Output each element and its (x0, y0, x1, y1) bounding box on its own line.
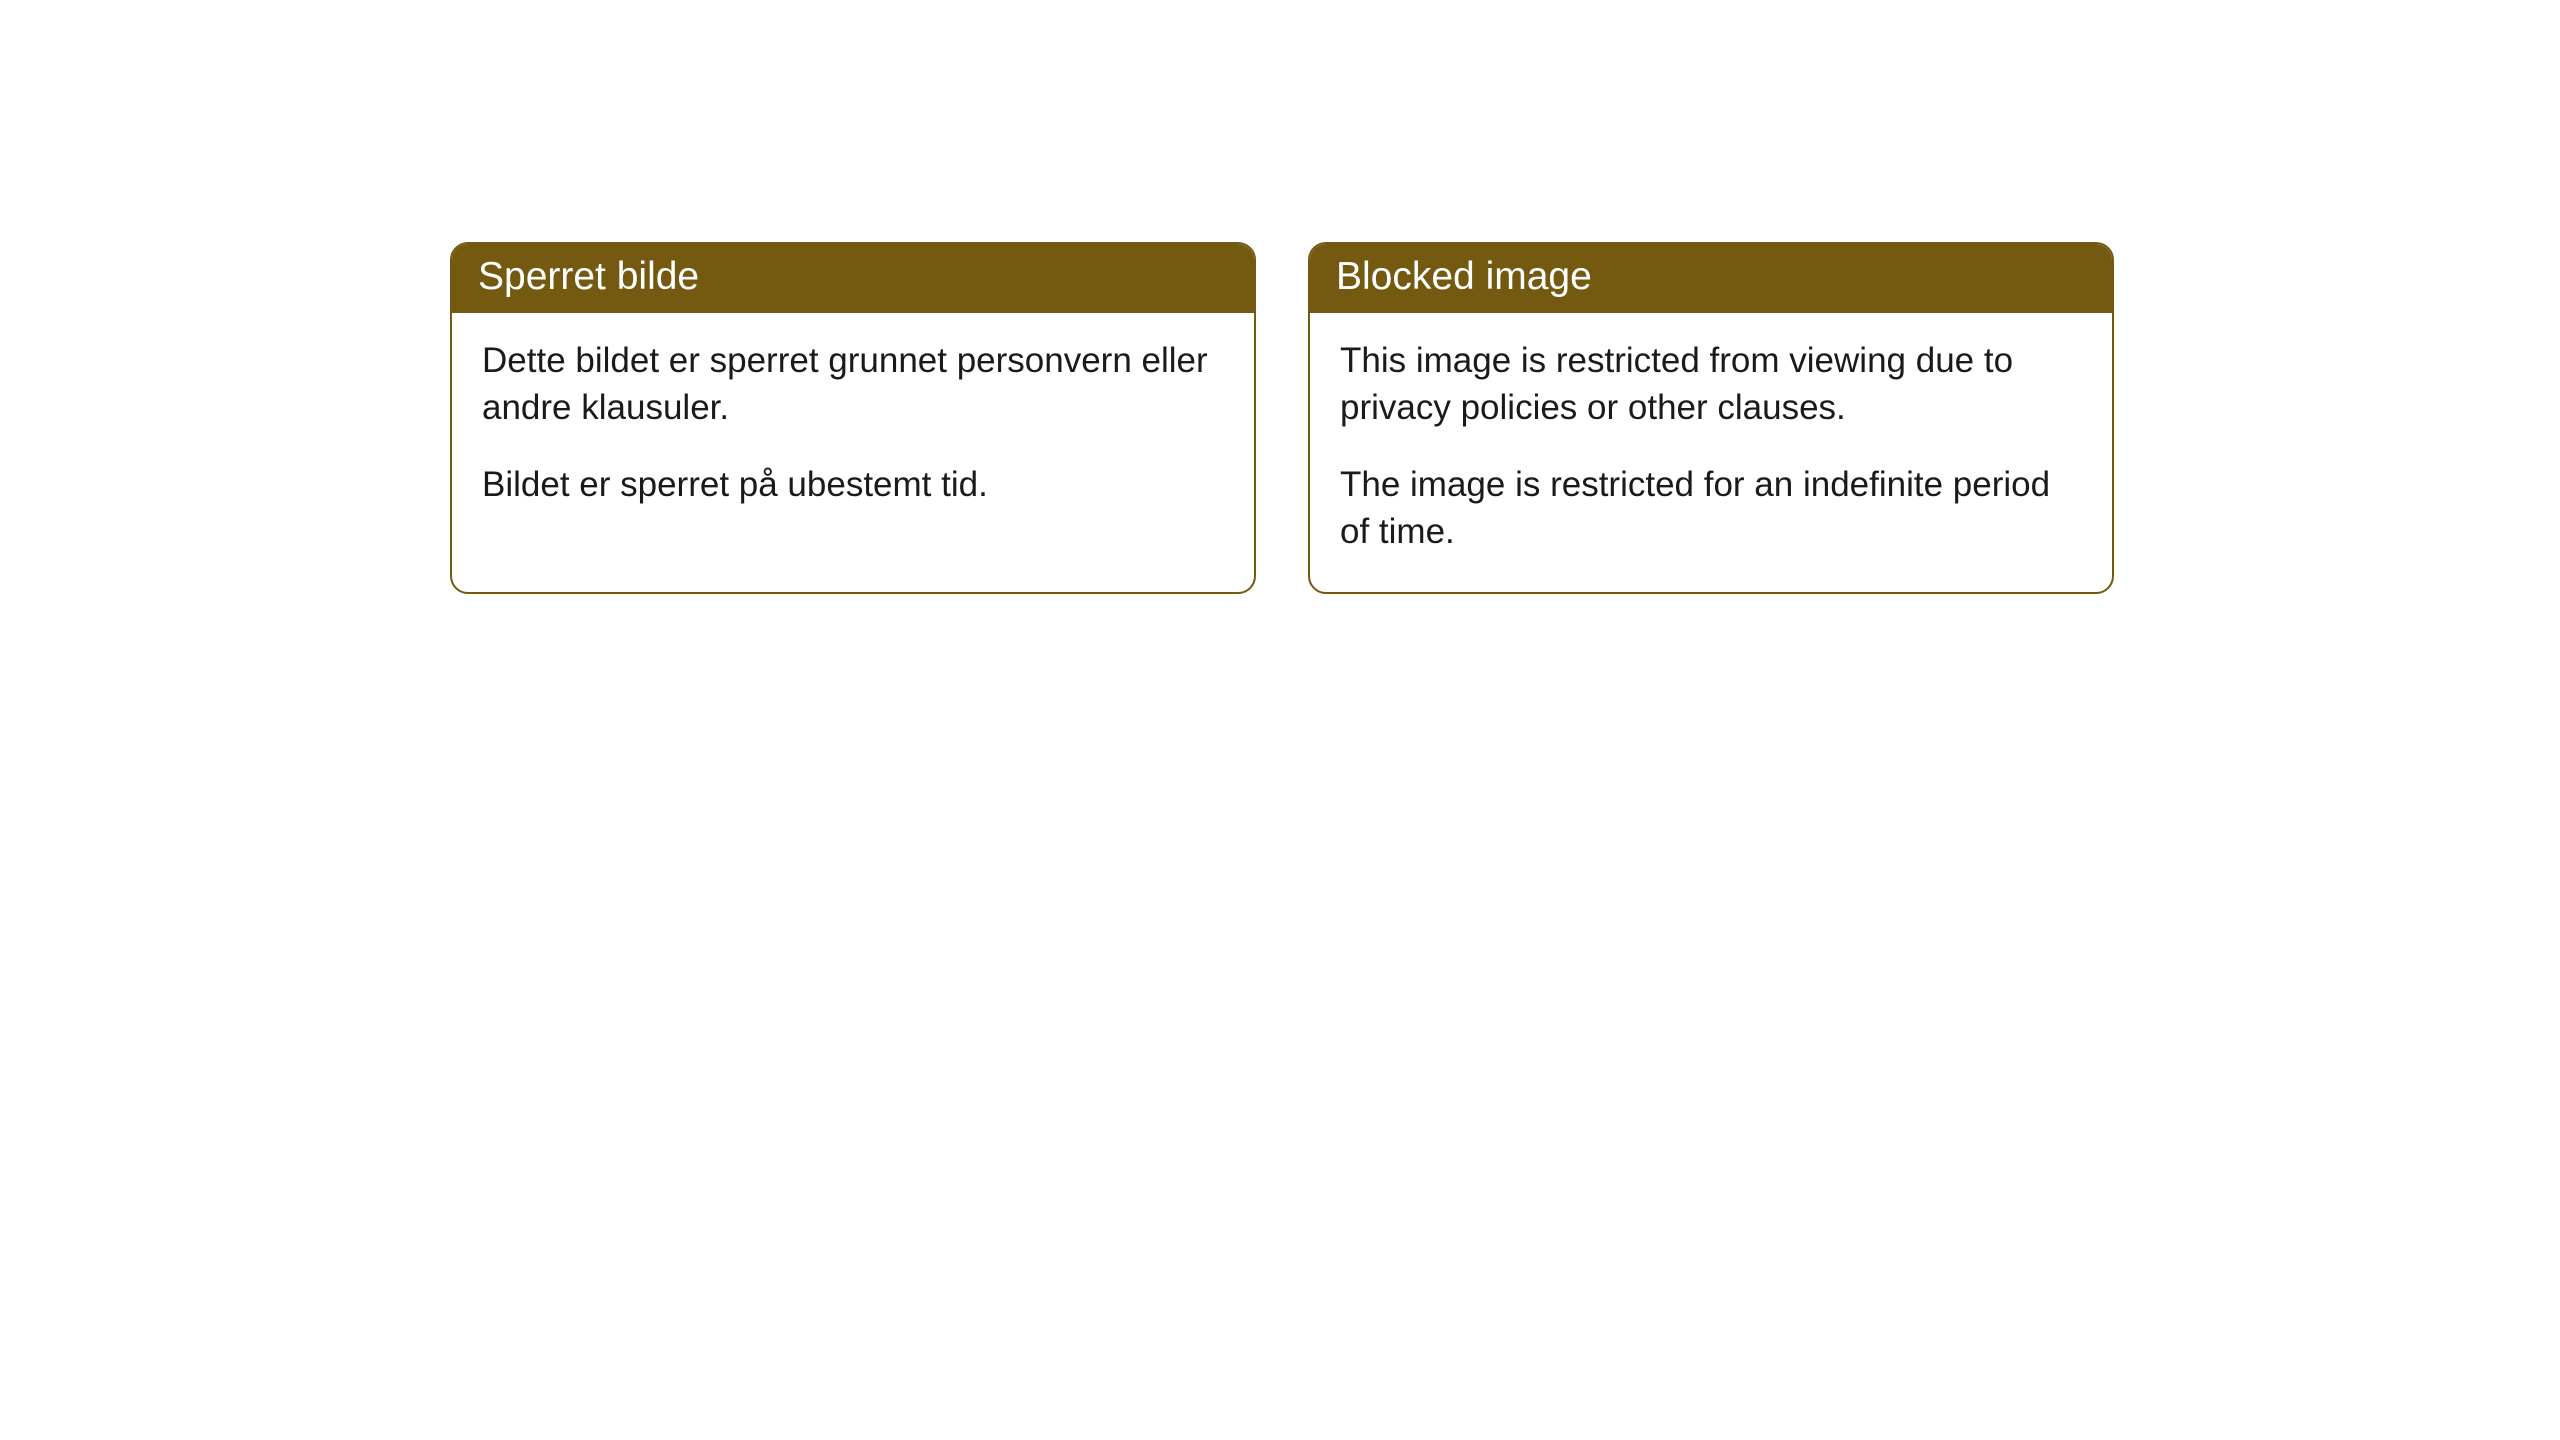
card-title-no: Sperret bilde (452, 244, 1254, 313)
card-body-no: Dette bildet er sperret grunnet personve… (452, 313, 1254, 545)
card-para2-en: The image is restricted for an indefinit… (1340, 461, 2082, 556)
blocked-image-card-no: Sperret bilde Dette bildet er sperret gr… (450, 242, 1256, 594)
card-title-en: Blocked image (1310, 244, 2112, 313)
cards-container: Sperret bilde Dette bildet er sperret gr… (0, 0, 2560, 594)
card-para1-no: Dette bildet er sperret grunnet personve… (482, 337, 1224, 432)
card-body-en: This image is restricted from viewing du… (1310, 313, 2112, 592)
card-para2-no: Bildet er sperret på ubestemt tid. (482, 461, 1224, 508)
blocked-image-card-en: Blocked image This image is restricted f… (1308, 242, 2114, 594)
card-para1-en: This image is restricted from viewing du… (1340, 337, 2082, 432)
